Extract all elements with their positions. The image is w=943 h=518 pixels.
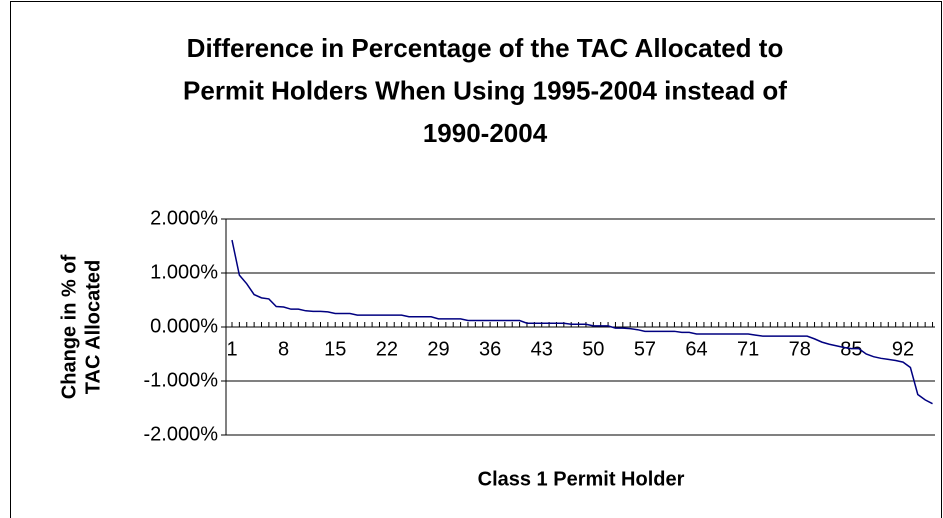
x-axis-label: Class 1 Permit Holder: [478, 468, 685, 490]
y-axis-label: TAC Allocated: [82, 260, 104, 394]
y-tick-label: -1.000%: [144, 369, 219, 391]
chart-title: 1990-2004: [423, 118, 548, 148]
x-tick-label: 36: [479, 338, 501, 360]
x-tick-label: 1: [226, 338, 237, 360]
x-tick-label: 92: [892, 338, 914, 360]
x-tick-label: 71: [737, 338, 759, 360]
x-tick-label: 50: [582, 338, 604, 360]
x-tick-label: 57: [634, 338, 656, 360]
data-line: [231, 239, 933, 405]
x-tick-label: 15: [324, 338, 346, 360]
x-tick-label: 64: [685, 338, 707, 360]
x-tick-label: 8: [278, 338, 289, 360]
y-axis-label: Change in % of: [58, 254, 80, 399]
chart-title: Difference in Percentage of the TAC Allo…: [187, 33, 784, 63]
x-tick-label: 29: [427, 338, 449, 360]
x-tick-label: 78: [789, 338, 811, 360]
chart-title: Permit Holders When Using 1995-2004 inst…: [183, 75, 787, 105]
y-tick-label: -2.000%: [144, 423, 219, 445]
y-tick-label: 0.000%: [150, 315, 218, 337]
chart-border: [10, 1, 942, 518]
y-tick-label: 2.000%: [150, 207, 218, 229]
x-tick-label: 22: [376, 338, 398, 360]
x-tick-label: 43: [531, 338, 553, 360]
y-tick-label: 1.000%: [150, 261, 218, 283]
